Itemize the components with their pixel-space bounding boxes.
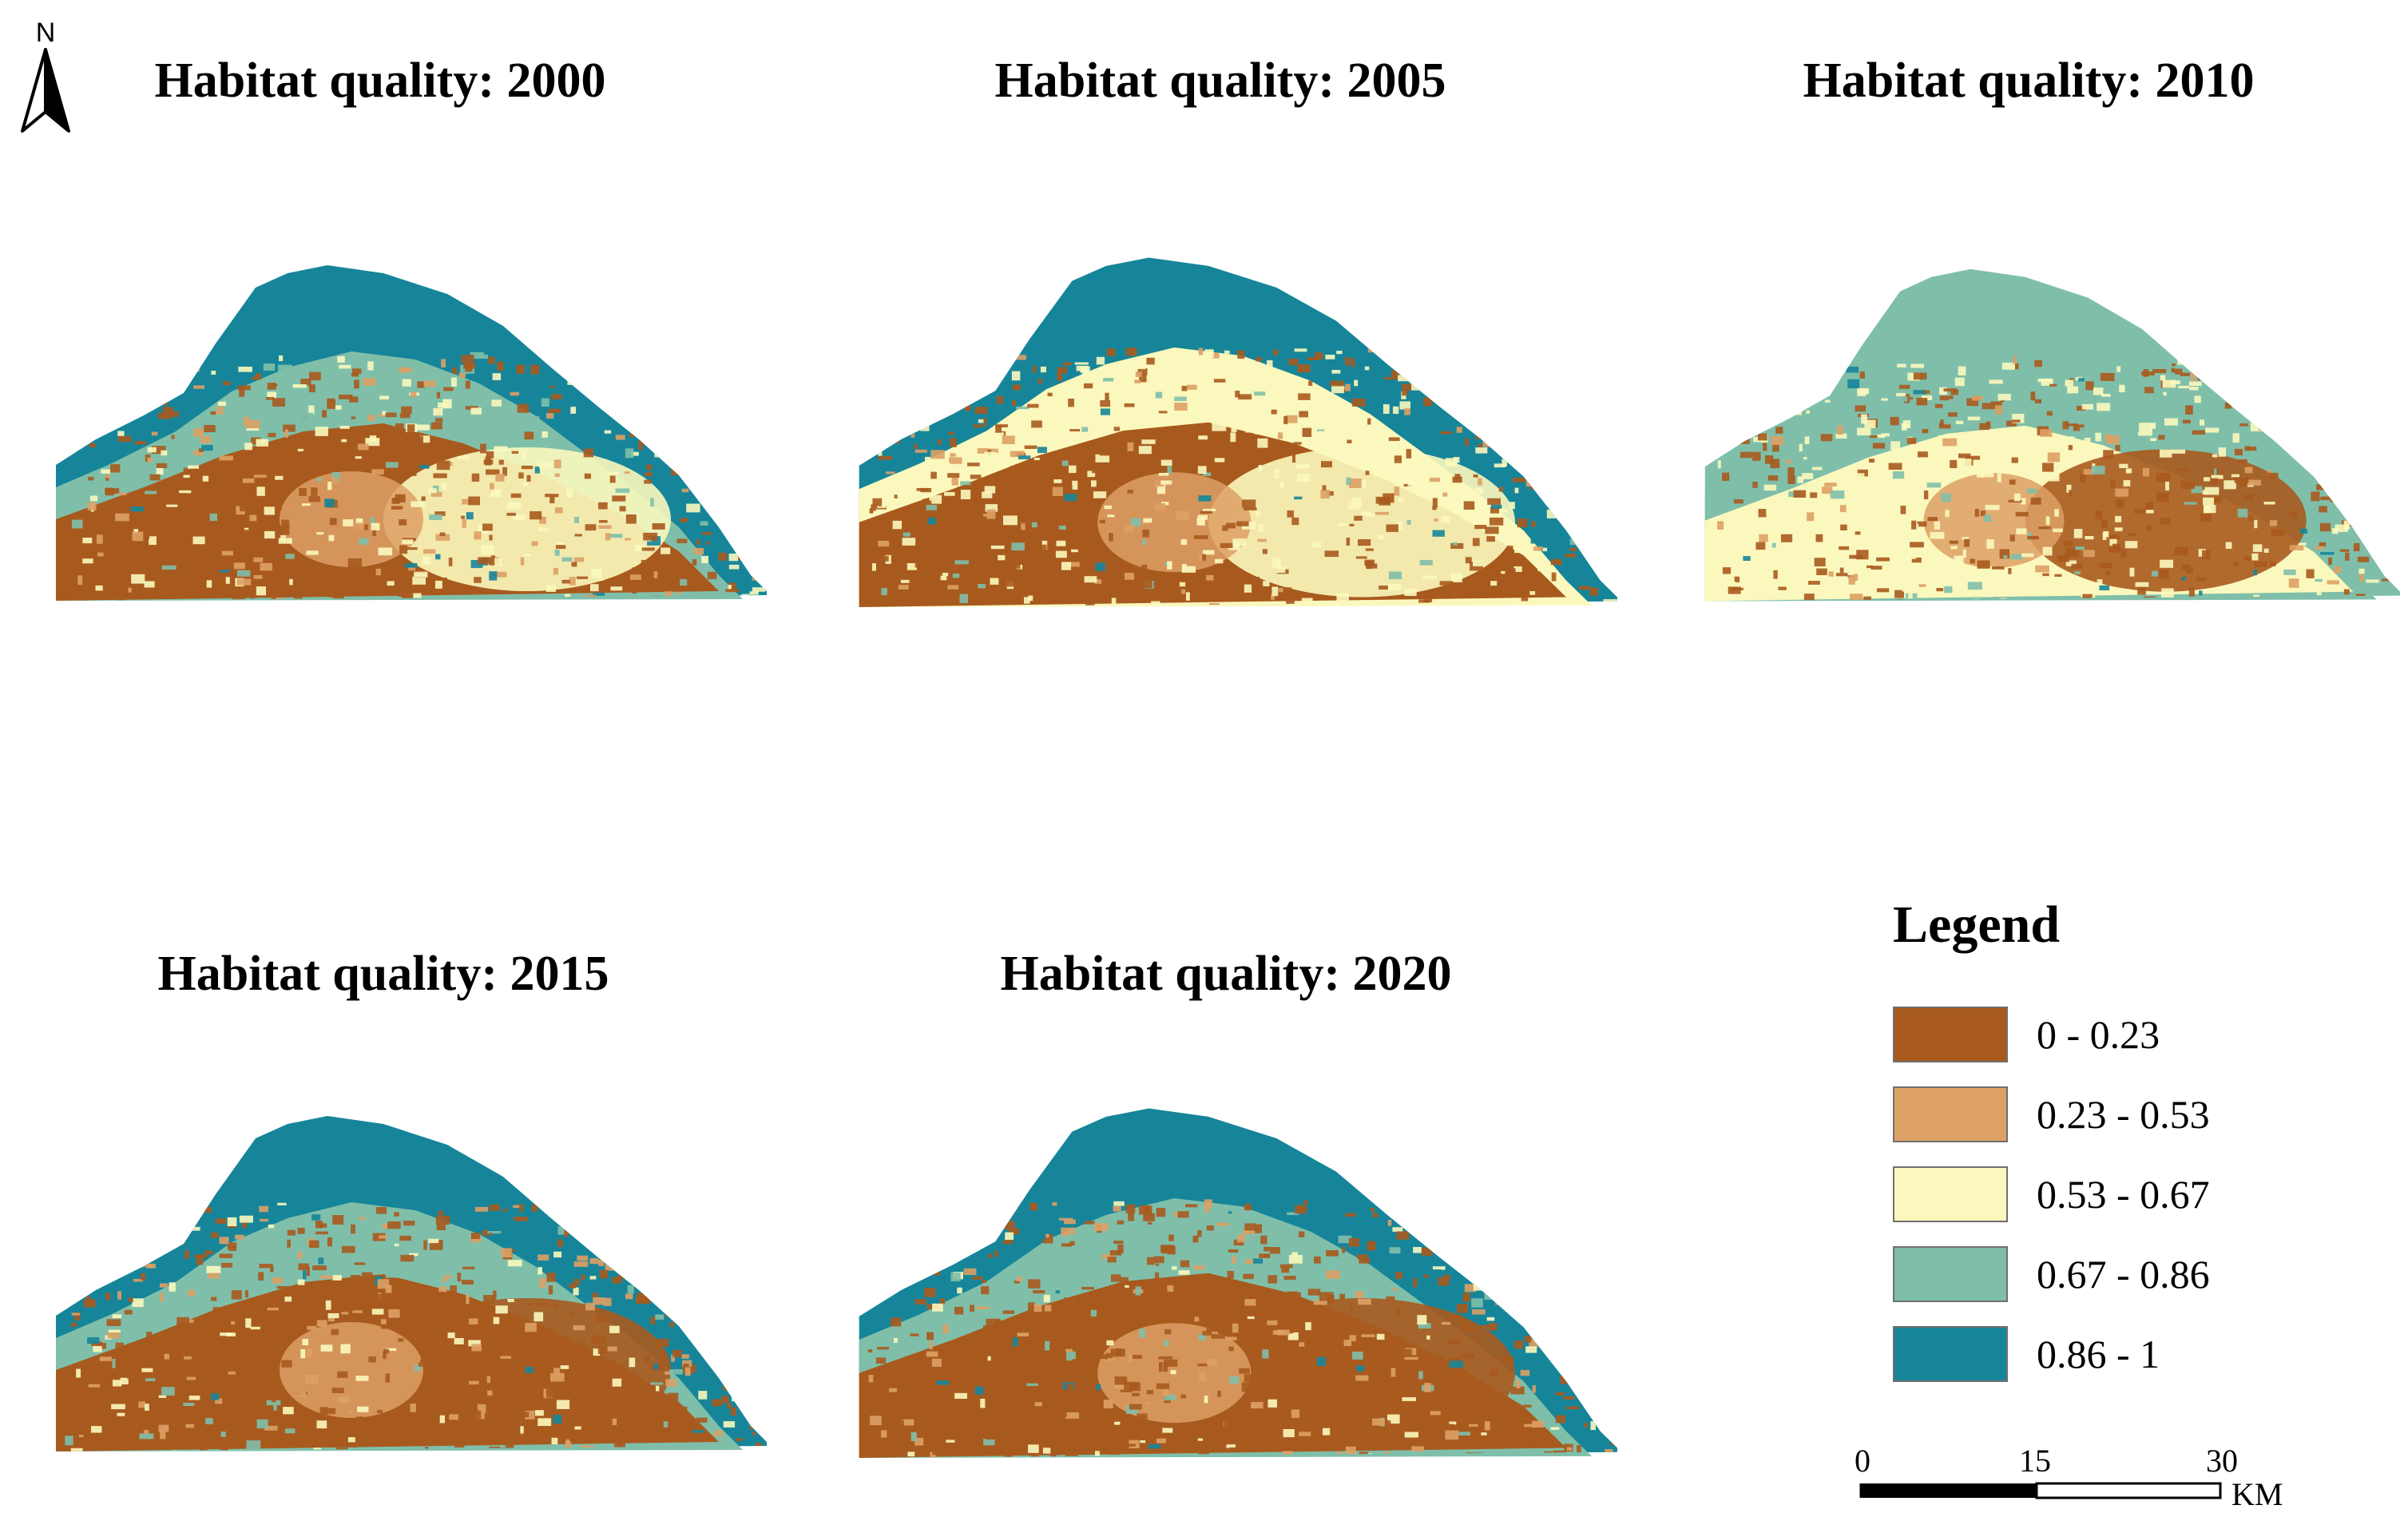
scale-bar-graphic [1859, 1482, 2222, 1499]
north-arrow-icon [21, 48, 70, 133]
legend-swatch [1893, 1246, 2008, 1302]
scale-tick-label: 30 [2206, 1443, 2238, 1479]
scale-tick-label: 0 [1855, 1443, 1870, 1479]
panel-title-2010: Habitat quality: 2010 [1803, 54, 2255, 108]
legend-title: Legend [1893, 896, 2061, 954]
panel-title-2015: Habitat quality: 2015 [157, 947, 609, 1001]
habitat-map-2020 [859, 1108, 1617, 1459]
legend-swatch [1893, 1086, 2008, 1142]
legend-swatch [1893, 1166, 2008, 1222]
legend-swatch [1893, 1326, 2008, 1382]
legend-label: 0.23 - 0.53 [2037, 1092, 2210, 1137]
legend-item: 0.53 - 0.67 [1893, 1166, 2340, 1225]
legend-item: 0.67 - 0.86 [1893, 1246, 2340, 1305]
panel-title-2020: Habitat quality: 2020 [1000, 947, 1452, 1001]
habitat-map-2005 [859, 257, 1617, 608]
scale-bar: 0 15 30 KM [1845, 1442, 2308, 1512]
legend-item: 0.86 - 1 [1893, 1326, 2340, 1385]
legend-item: 0.23 - 0.53 [1893, 1086, 2340, 1146]
legend-item: 0 - 0.23 [1893, 1007, 2340, 1066]
legend-label: 0.67 - 0.86 [2037, 1252, 2210, 1297]
habitat-map-2000 [56, 265, 767, 601]
north-arrow-label: N [35, 18, 56, 48]
scale-tick-label: 15 [2019, 1443, 2051, 1479]
scale-unit: KM [2231, 1476, 2283, 1512]
panel-title-2005: Habitat quality: 2005 [994, 54, 1446, 108]
legend-label: 0 - 0.23 [2037, 1012, 2160, 1057]
legend-label: 0.86 - 1 [2037, 1332, 2160, 1376]
legend-label: 0.53 - 0.67 [2037, 1172, 2210, 1217]
habitat-map-2010 [1704, 268, 2400, 602]
habitat-map-2015 [56, 1116, 767, 1451]
legend-swatch [1893, 1007, 2008, 1062]
north-arrow: N [18, 18, 73, 137]
panel-title-2000: Habitat quality: 2000 [154, 54, 606, 108]
